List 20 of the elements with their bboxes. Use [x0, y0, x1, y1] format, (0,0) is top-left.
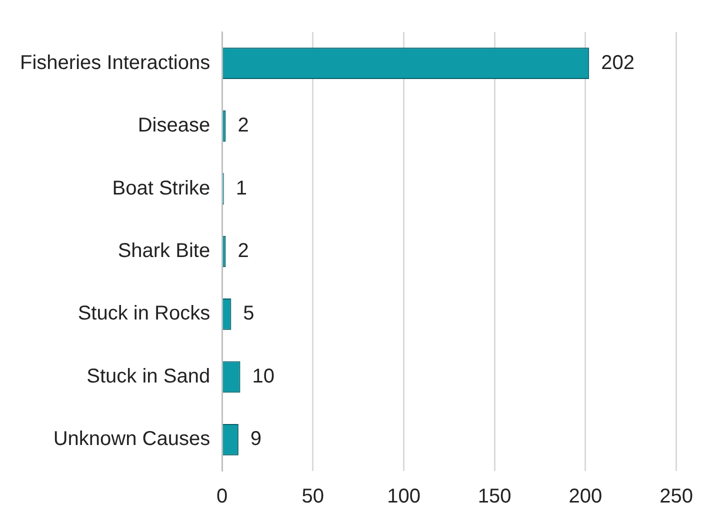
- data-label: 9: [250, 428, 262, 450]
- x-tick-label: 0: [216, 486, 228, 508]
- y-tick-label: Shark Bite: [118, 240, 210, 262]
- data-label: 202: [601, 52, 634, 74]
- y-tick-label: Disease: [138, 114, 210, 137]
- x-tick-label: 250: [660, 486, 694, 508]
- data-label: 10: [252, 365, 274, 388]
- data-label: 2: [238, 114, 249, 137]
- y-tick-label: Stuck in Rocks: [78, 302, 210, 325]
- x-tick-label: 150: [478, 486, 512, 508]
- data-label: 5: [243, 302, 254, 325]
- x-tick-label: 100: [387, 486, 420, 508]
- x-tick-label: 200: [568, 486, 602, 508]
- y-tick-label: Unknown Causes: [53, 428, 210, 450]
- y-tick-label: Stuck in Sand: [86, 365, 210, 388]
- data-label: 1: [236, 177, 248, 200]
- y-tick-label: Fisheries Interactions: [20, 52, 210, 74]
- x-tick-label: 50: [302, 486, 324, 508]
- data-label: 2: [238, 240, 249, 262]
- y-tick-label: Boat Strike: [112, 177, 210, 200]
